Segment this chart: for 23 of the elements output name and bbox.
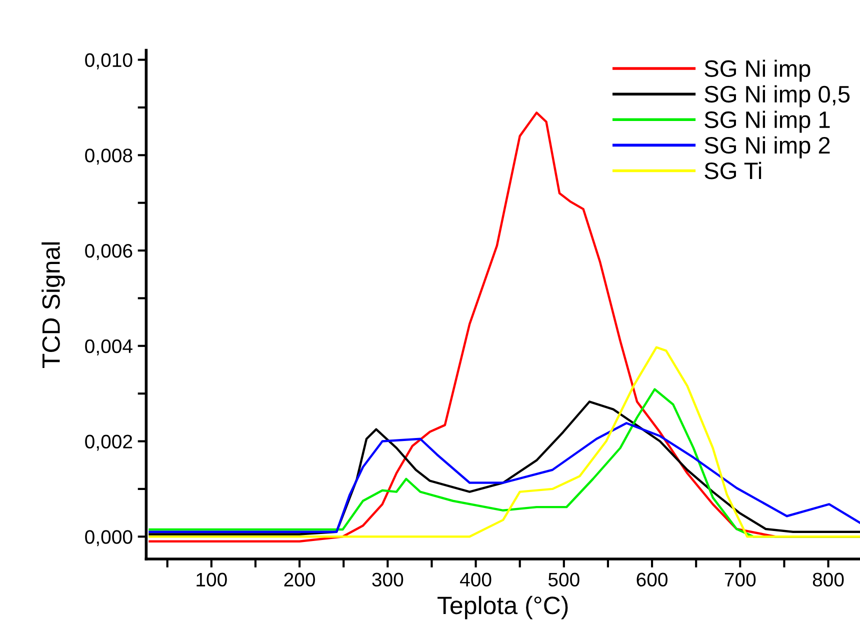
x-tick-label: 800 xyxy=(812,572,844,587)
y-tick-label: 0,004 xyxy=(85,339,132,356)
x-tick-label: 300 xyxy=(372,572,404,587)
line-series xyxy=(148,422,860,533)
line-series xyxy=(148,346,860,538)
x-tick-label: 700 xyxy=(724,572,756,587)
y-tick-label: 0,008 xyxy=(85,148,132,165)
x-tick-label: 200 xyxy=(284,572,315,587)
x-tick-label: 600 xyxy=(636,572,668,587)
legend-label: SG Ni imp 0,5 xyxy=(704,85,850,108)
x-tick-label: 400 xyxy=(460,572,492,587)
legend-label: SG Ti xyxy=(704,162,762,180)
x-tick-label: 500 xyxy=(548,572,580,587)
y-axis-title: TCD Signal xyxy=(42,242,65,368)
legend-label: SG Ni imp 1 xyxy=(704,110,830,133)
x-axis-title: Teplota (°C) xyxy=(438,596,568,620)
y-tick-label: 0,010 xyxy=(85,53,132,70)
x-tick-label: 100 xyxy=(196,572,227,587)
y-tick-label: 0,002 xyxy=(85,434,132,451)
legend-label: SG Ni imp xyxy=(704,60,810,82)
y-tick-label: 0,006 xyxy=(85,244,132,260)
legend-label: SG Ni imp 2 xyxy=(704,136,830,158)
y-tick-label: 0,000 xyxy=(85,530,132,546)
